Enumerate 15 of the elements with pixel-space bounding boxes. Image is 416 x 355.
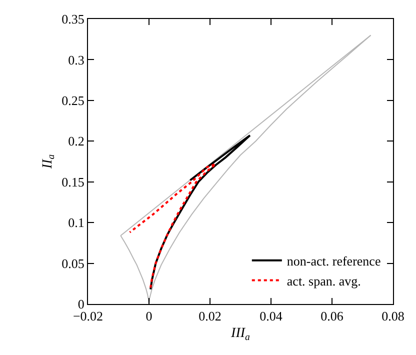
y-tick-label: 0.05 bbox=[62, 256, 84, 271]
x-tick-label: 0.06 bbox=[320, 308, 344, 324]
y-tick-label: 0.1 bbox=[68, 215, 84, 230]
x-tick-label: 0.02 bbox=[198, 308, 222, 324]
y-tick-label: 0.35 bbox=[62, 12, 84, 27]
y-tick-label: 0.3 bbox=[68, 52, 84, 68]
y-tick-label: 0.15 bbox=[62, 174, 84, 190]
y-tick-label: 0.2 bbox=[68, 134, 84, 149]
legend-label: act. span. avg. bbox=[286, 273, 361, 288]
x-tick-label: 0 bbox=[146, 308, 152, 324]
legend-label: non-act. reference bbox=[286, 253, 381, 268]
x-tick-label: 0.04 bbox=[260, 308, 283, 324]
y-tick-label: 0.25 bbox=[62, 92, 84, 108]
x-axis-title: III$_{a}$ bbox=[230, 326, 250, 343]
x-tick-label: 0.08 bbox=[382, 308, 404, 324]
